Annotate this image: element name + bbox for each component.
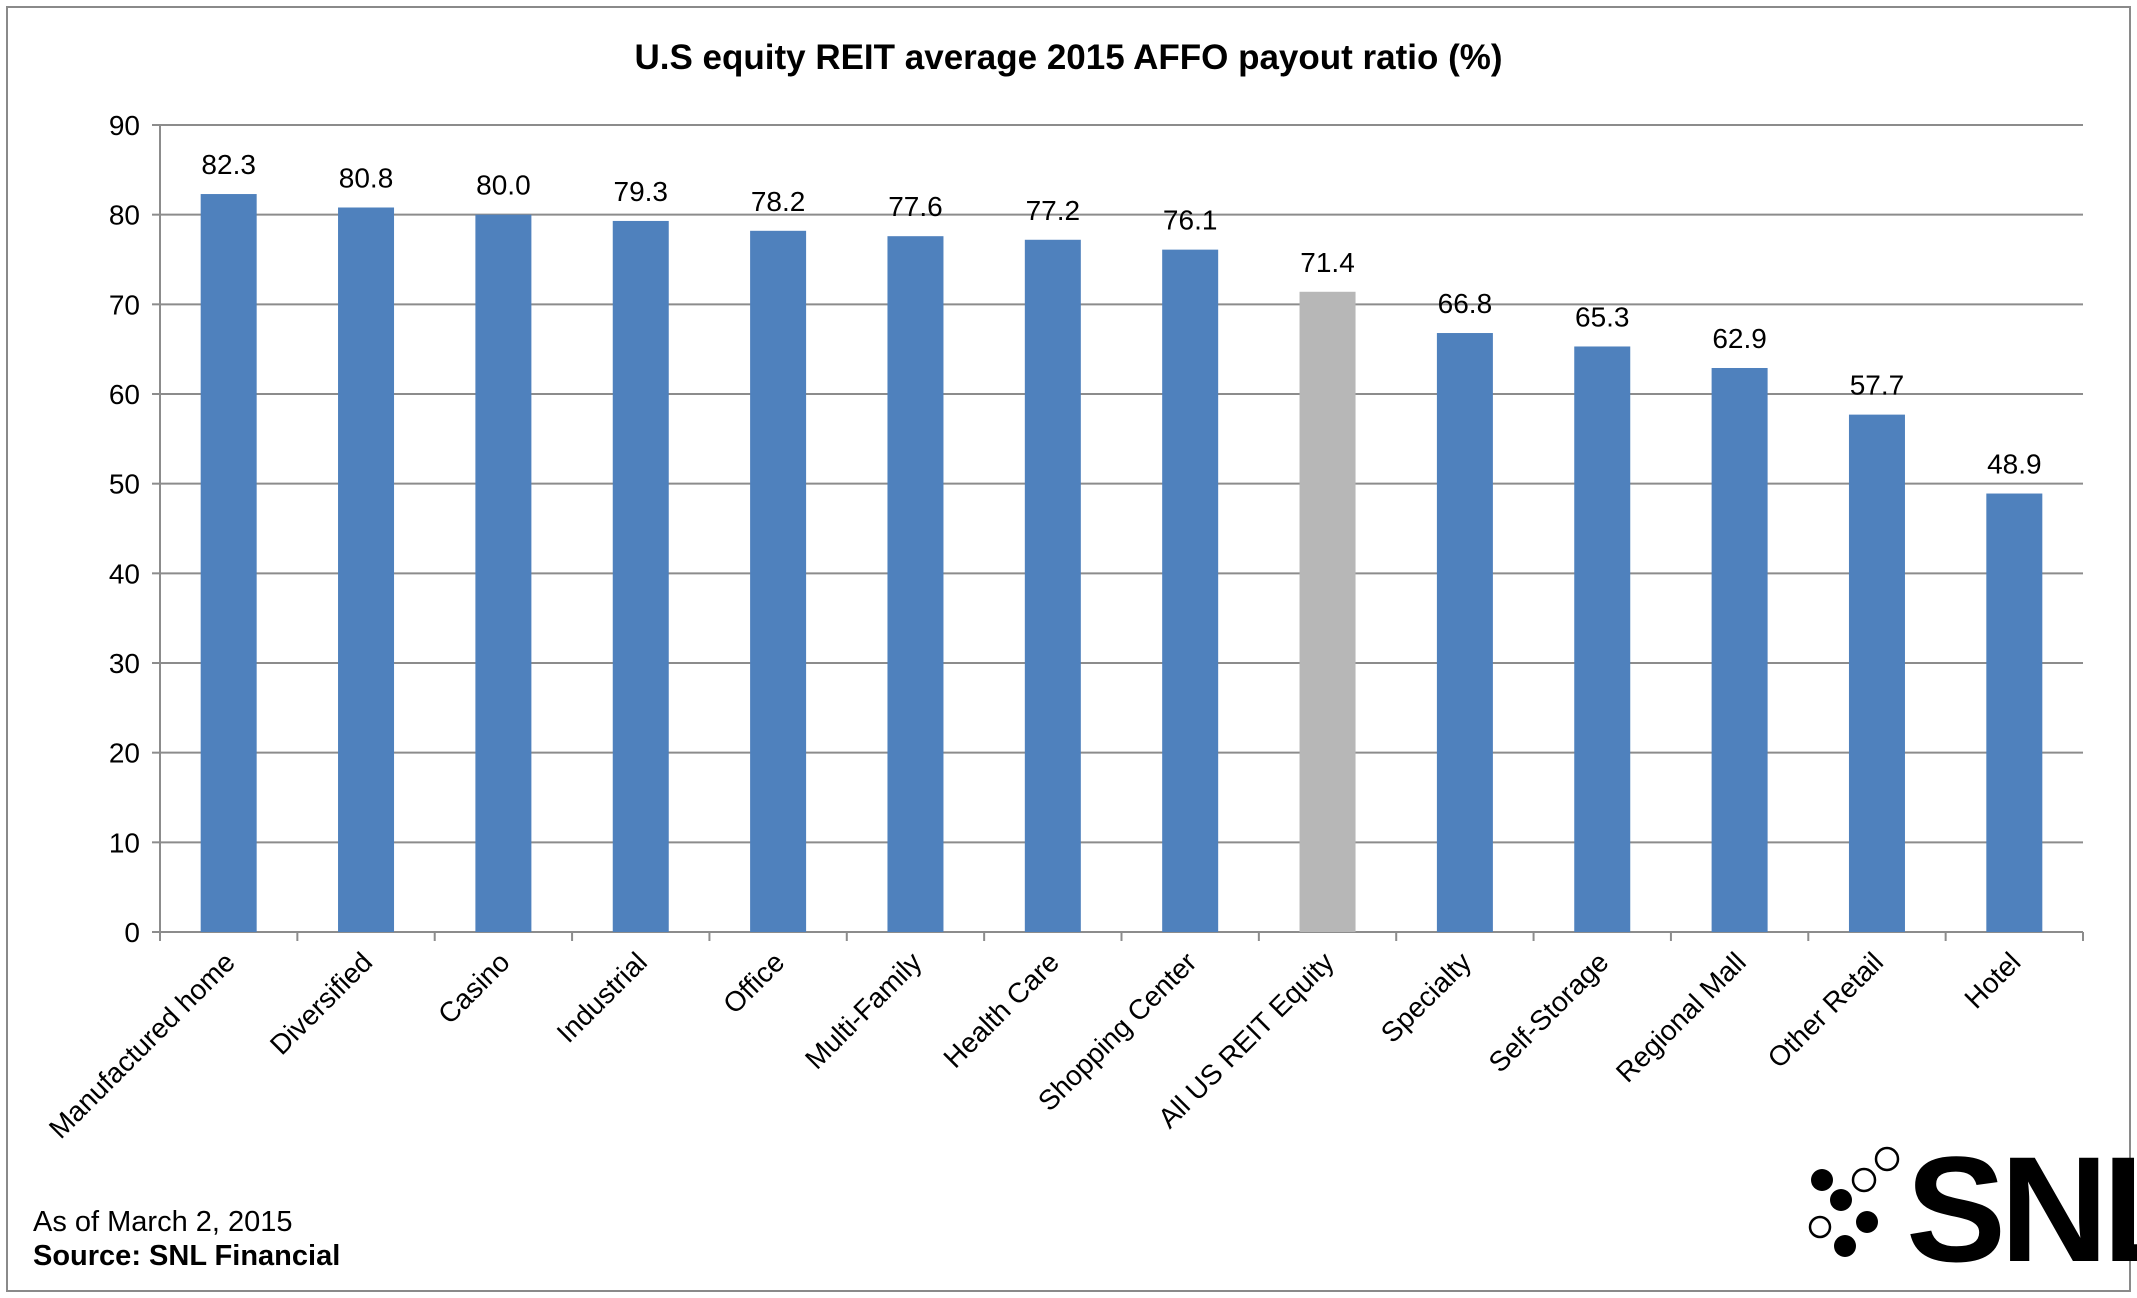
as-of-note: As of March 2, 2015 (33, 1206, 293, 1238)
y-tick-label: 70 (109, 289, 140, 320)
data-label: 82.3 (201, 149, 256, 180)
bar (1299, 291, 1356, 932)
x-tick-label: Industrial (551, 946, 653, 1048)
data-label: 80.8 (339, 162, 394, 193)
bar (887, 236, 944, 933)
data-label: 65.3 (1575, 301, 1630, 332)
x-tick-label: Regional Mall (1610, 946, 1752, 1088)
bar (1436, 333, 1493, 932)
data-label: 48.9 (1987, 449, 2042, 480)
y-tick-label: 50 (109, 469, 140, 500)
y-tick-label: 90 (109, 110, 140, 141)
x-tick-label: Multi-Family (799, 946, 928, 1075)
chart-title: U.S equity REIT average 2015 AFFO payout… (634, 38, 1503, 77)
bar (1024, 239, 1081, 933)
bar (612, 220, 669, 932)
bar (338, 207, 395, 932)
y-tick-label: 10 (109, 827, 140, 858)
x-tick-label: Manufactured home (43, 946, 241, 1144)
logo-dots-icon (1808, 1146, 1900, 1257)
data-label: 79.3 (614, 176, 669, 207)
bar (1574, 346, 1631, 932)
data-label: 66.8 (1438, 288, 1493, 319)
bar (1162, 249, 1219, 933)
bar (475, 214, 532, 932)
data-label: 62.9 (1712, 323, 1767, 354)
y-tick-label: 80 (109, 200, 140, 231)
bar (1986, 493, 2043, 932)
x-tick-label: Casino (432, 946, 516, 1030)
x-tick-label: Health Care (937, 946, 1065, 1074)
data-label: 57.7 (1850, 370, 1905, 401)
source-note: Source: SNL Financial (33, 1240, 341, 1272)
x-tick-label: Office (717, 946, 790, 1019)
data-label: 77.6 (888, 191, 943, 222)
y-tick-label: 40 (109, 558, 140, 589)
data-label: 71.4 (1300, 247, 1355, 278)
x-tick-label: Hotel (1958, 946, 2026, 1014)
logo-text: SNL (1906, 1125, 2137, 1293)
y-tick-label: 60 (109, 379, 140, 410)
x-tick-label: Self-Storage (1483, 946, 1615, 1078)
y-tick-label: 20 (109, 738, 140, 769)
data-label: 77.2 (1026, 195, 1081, 226)
bar (200, 194, 257, 932)
x-tick-label: Other Retail (1762, 946, 1890, 1074)
bar (750, 230, 807, 933)
data-label: 80.0 (476, 170, 531, 201)
y-tick-label: 0 (124, 917, 140, 948)
bar (1848, 414, 1905, 933)
x-tick-label: Diversified (264, 946, 378, 1060)
snl-logo: SNL (1800, 1134, 2137, 1290)
y-tick-label: 30 (109, 648, 140, 679)
data-label: 76.1 (1163, 205, 1218, 236)
x-tick-label: Specialty (1375, 946, 1477, 1048)
data-label: 78.2 (751, 186, 806, 217)
bar (1711, 367, 1768, 932)
